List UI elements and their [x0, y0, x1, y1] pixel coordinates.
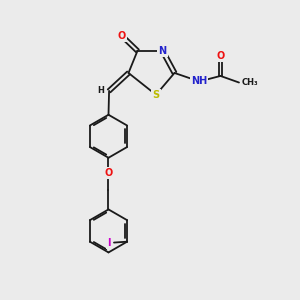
- Text: O: O: [216, 51, 225, 61]
- Text: O: O: [104, 168, 112, 178]
- Text: NH: NH: [191, 76, 207, 86]
- Text: H: H: [97, 86, 104, 95]
- Text: CH₃: CH₃: [242, 78, 258, 87]
- Text: O: O: [118, 31, 126, 41]
- Text: N: N: [158, 46, 166, 56]
- Text: S: S: [152, 90, 160, 100]
- Text: I: I: [107, 238, 110, 248]
